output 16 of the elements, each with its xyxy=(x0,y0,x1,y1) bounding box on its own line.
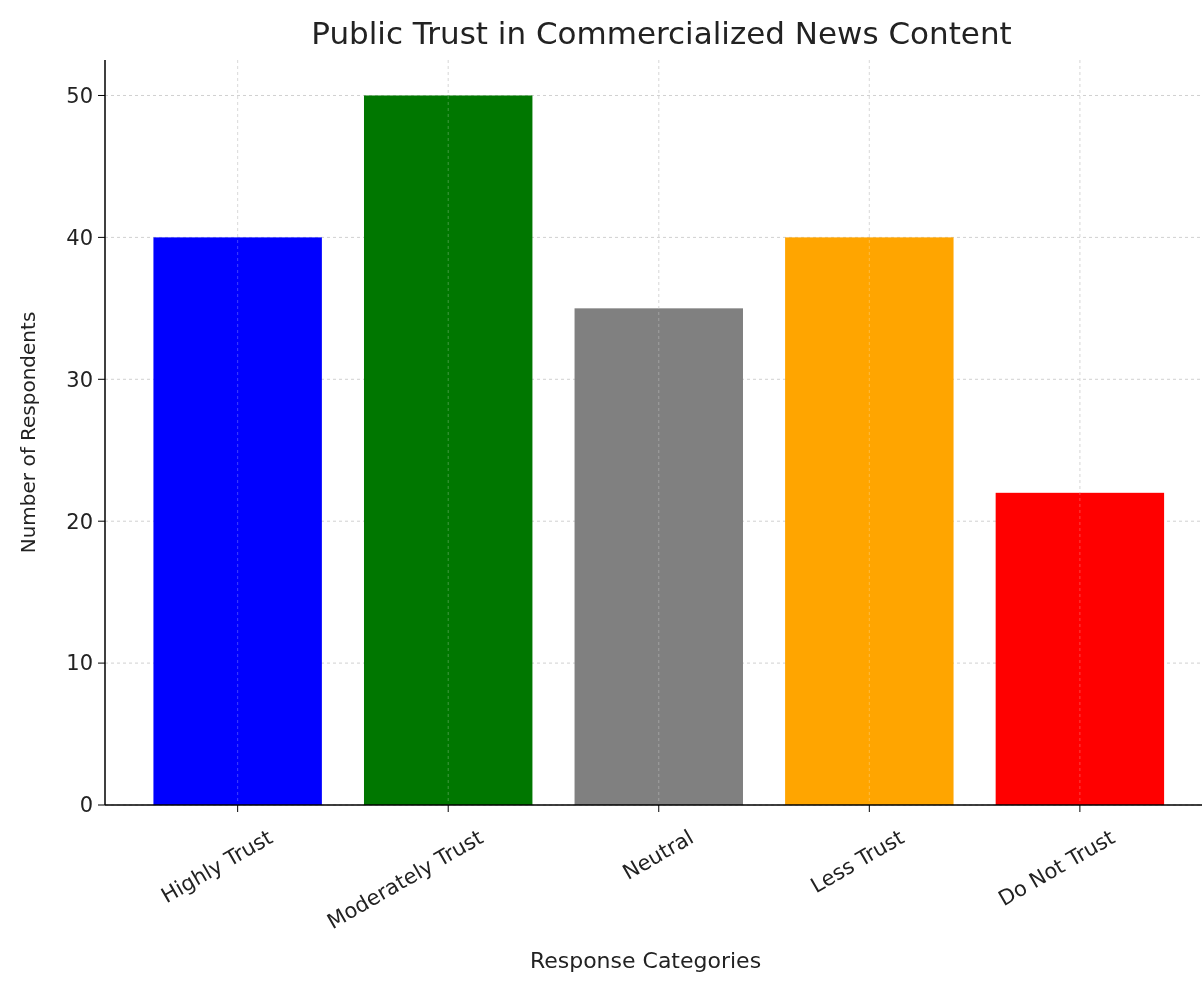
x-axis-title: Response Categories xyxy=(529,948,762,973)
y-tick-label: 20 xyxy=(66,509,93,534)
y-tick-label: 10 xyxy=(66,651,93,676)
y-tick-label: 0 xyxy=(79,793,93,818)
x-tick-label: Less Trust xyxy=(806,825,909,898)
bar xyxy=(995,492,1165,805)
x-tick-label: Do Not Trust xyxy=(994,825,1119,911)
bar xyxy=(574,308,743,805)
bar xyxy=(363,95,533,805)
bar xyxy=(153,237,322,805)
y-tick-label: 50 xyxy=(66,83,93,108)
y-tick-label: 30 xyxy=(66,367,93,392)
y-axis-title: Number of Respondents xyxy=(16,311,40,554)
bar xyxy=(785,237,954,805)
chart-title: Public Trust in Commercialized News Content xyxy=(311,15,1012,51)
y-tick-label: 40 xyxy=(66,225,93,250)
